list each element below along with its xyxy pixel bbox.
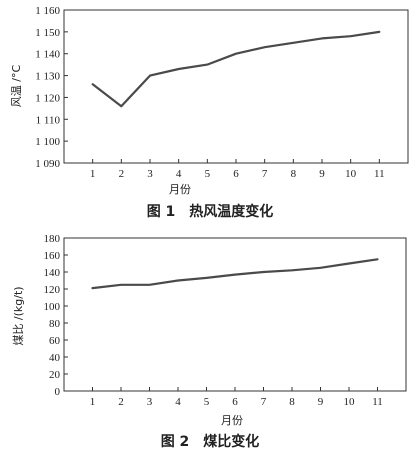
y-tick-label: 1 100	[35, 136, 60, 148]
figure-caption: 图 2 煤比变化	[161, 433, 260, 450]
series-line	[91, 30, 381, 108]
y-tick-label: 180	[44, 233, 61, 245]
y-axis-label: 风温 /°C	[10, 64, 23, 107]
y-tick-label: 160	[44, 250, 61, 262]
y-tick-label: 100	[44, 301, 61, 313]
x-tick-label: 6	[233, 168, 239, 180]
x-tick-label: 3	[147, 396, 153, 408]
y-tick-label: 1 150	[35, 27, 60, 39]
x-tick-label: 8	[291, 168, 297, 180]
x-tick-label: 3	[147, 168, 153, 180]
x-tick-label: 1	[90, 168, 96, 180]
y-tick-label: 1 090	[35, 158, 60, 170]
y-tick-label: 1 160	[35, 5, 60, 17]
plot-area: 0 20 40 60 80 100 120 140 160 180 1 2 3 4 5 6 7 8 9 10 11	[44, 233, 407, 408]
y-tick-label: 80	[49, 318, 61, 330]
plot-frame	[63, 237, 407, 392]
x-tick-label: 10	[344, 396, 356, 408]
x-tick-label: 8	[289, 396, 295, 408]
y-axis-label: 煤比 /(kg/t)	[12, 286, 25, 345]
x-tick-label: 2	[119, 168, 125, 180]
x-tick-label: 11	[374, 168, 385, 180]
y-tick-label: 1 110	[36, 114, 61, 126]
x-tick-label: 1	[90, 396, 96, 408]
x-tick-label: 10	[345, 168, 357, 180]
y-tick-label: 120	[44, 284, 61, 296]
chart-coal-ratio: 0 20 40 60 80 100 120 140 160 180 1 2 3 4 5 6 7 8 9 10 11 月份…	[12, 233, 407, 450]
y-tick-label: 40	[49, 352, 61, 364]
y-tick-label: 1 120	[35, 92, 60, 104]
x-tick-label: 7	[262, 168, 268, 180]
y-tick-label: 0	[55, 386, 61, 398]
y-tick-label: 140	[44, 267, 61, 279]
x-tick-label: 7	[261, 396, 267, 408]
figure-caption: 图 1 热风温度变化	[147, 203, 274, 220]
x-tick-label: 6	[232, 396, 238, 408]
x-tick-label: 9	[319, 168, 325, 180]
chart-hot-blast-temperature: 1 090 1 100 1 110 1 120 1 130 1 140 1 150 1 160…	[10, 5, 409, 220]
y-tick-label: 60	[49, 335, 61, 347]
x-tick-label: 4	[176, 168, 182, 180]
plot-frame	[63, 9, 409, 164]
series-line	[91, 258, 379, 290]
x-tick-label: 2	[118, 396, 124, 408]
x-axis-label: 月份	[169, 183, 191, 196]
x-tick-label: 11	[372, 396, 383, 408]
x-axis-label: 月份	[221, 414, 243, 427]
x-tick-label: 5	[205, 168, 211, 180]
x-tick-label: 5	[204, 396, 210, 408]
plot-area: 1 090 1 100 1 110 1 120 1 130 1 140 1 150 1 160…	[35, 5, 409, 180]
x-tick-label: 4	[175, 396, 181, 408]
y-tick-label: 1 140	[35, 49, 60, 61]
x-tick-label: 9	[318, 396, 324, 408]
y-tick-label: 20	[49, 369, 61, 381]
y-tick-label: 1 130	[35, 71, 60, 83]
